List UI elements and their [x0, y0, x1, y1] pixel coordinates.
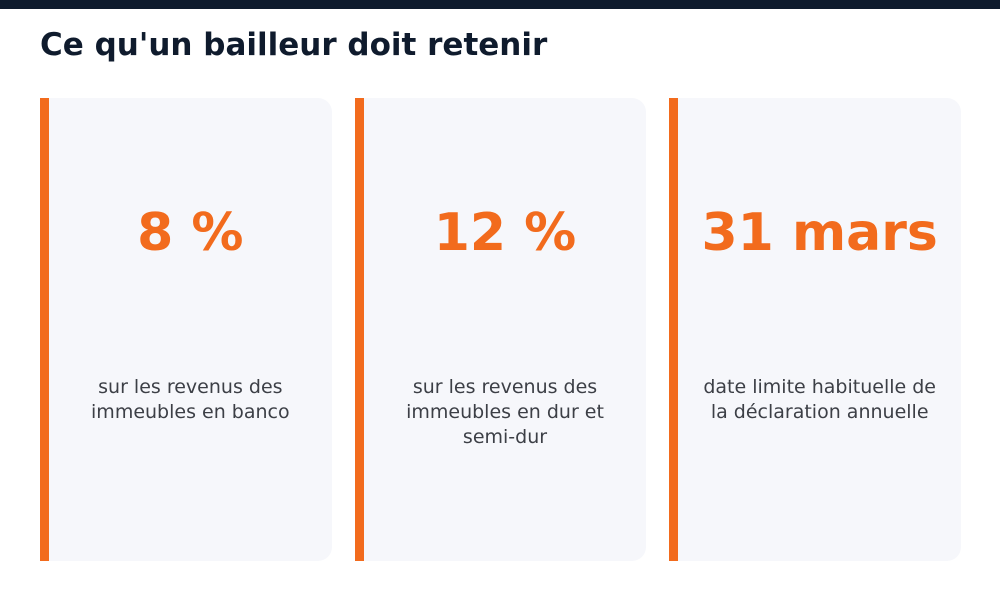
fact-card-description: date limite habituelle de la déclaration…	[703, 376, 936, 423]
fact-card-value: 8 %	[137, 203, 244, 263]
fact-card-description: sur les revenus des immeubles en dur et …	[406, 376, 604, 448]
fact-card-value: 12 %	[433, 203, 577, 263]
fact-card-value: 31 mars	[701, 203, 938, 263]
top-accent-bar	[0, 0, 1000, 9]
fact-card-deadline: 31 mars date limite habituelle de la déc…	[669, 98, 962, 561]
fact-card-description: sur les revenus des immeubles en banco	[91, 376, 290, 423]
page-title: Ce qu'un bailleur doit retenir	[40, 27, 548, 63]
key-facts-cards: 8 % sur les revenus des immeubles en ban…	[40, 98, 962, 561]
fact-card-dur-rate: 12 % sur les revenus des immeubles en du…	[354, 98, 647, 561]
fact-card-banco-rate: 8 % sur les revenus des immeubles en ban…	[40, 98, 332, 561]
